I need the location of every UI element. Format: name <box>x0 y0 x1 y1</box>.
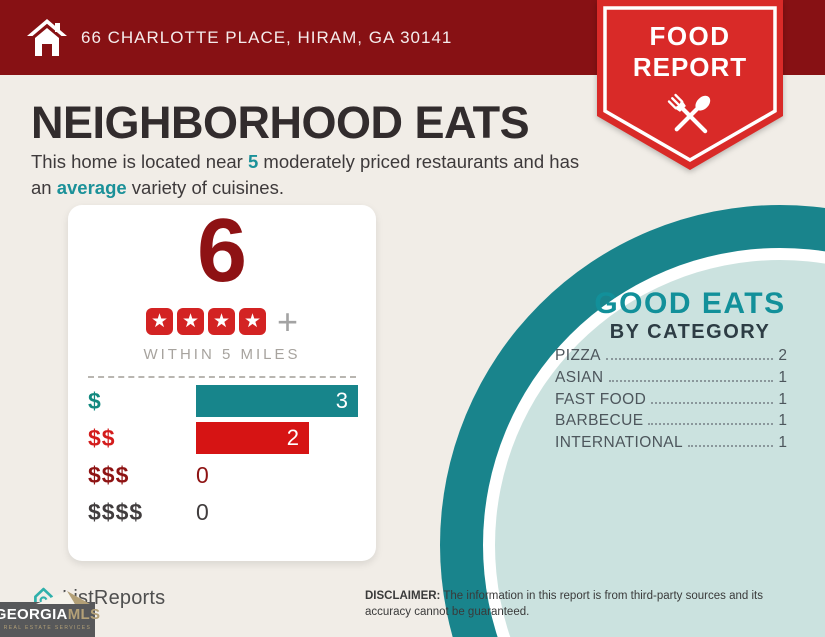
star-icon: ★ <box>176 308 204 335</box>
property-address: 66 CHARLOTTE PLACE, HIRAM, GA 30141 <box>81 27 453 47</box>
price-row-2: $$ 2 <box>88 420 361 457</box>
dotted-leader <box>608 379 774 382</box>
mls-tagline: REAL ESTATE SERVICES <box>3 625 92 631</box>
price-tier-label: $$ <box>88 424 116 451</box>
bar-value: 2 <box>286 425 299 450</box>
price-bar: 2 <box>196 422 309 454</box>
price-tier-chart: $ 3 $$ 2 $$$ 0 $$$$ 0 <box>68 383 376 531</box>
price-bar: 3 <box>196 385 358 417</box>
subtitle-suffix: variety of cuisines. <box>126 176 284 198</box>
disclaimer-label: DISCLAIMER: <box>365 590 441 602</box>
category-count: 2 <box>778 347 787 364</box>
dotted-leader <box>688 445 774 448</box>
categories-subtitle: BY CATEGORY <box>609 321 771 343</box>
ribbon-label-food: FOOD <box>649 21 731 51</box>
disclaimer-text: The information in this report is from t… <box>365 590 763 618</box>
dashed-divider <box>88 375 356 378</box>
total-restaurants: 6 <box>196 201 248 301</box>
price-row-3: $$$ 0 <box>88 457 361 494</box>
category-label: INTERNATIONAL <box>555 434 684 452</box>
star-icon: ★ <box>207 308 235 335</box>
price-tier-label: $ <box>88 387 102 414</box>
star-icon: ★ <box>145 308 173 335</box>
star-icon: ★ <box>238 308 266 335</box>
radius-caption: WITHIN 5 MILES <box>143 345 301 363</box>
page-title: NEIGHBORHOOD EATS <box>31 97 530 148</box>
price-tier-label: $$$ <box>88 461 130 488</box>
subtitle-prefix: This home is located near <box>31 151 248 172</box>
mls-roof-icon <box>36 591 90 604</box>
bar-value: 0 <box>196 461 209 488</box>
price-row-1: $ 3 <box>88 383 361 420</box>
category-row: BARBECUE 1 <box>555 412 787 434</box>
fork-spoon-icon <box>667 93 711 134</box>
mls-wordmark: GEORGIAMLS <box>0 607 100 622</box>
price-tier-label: $$$$ <box>88 498 144 525</box>
dotted-leader <box>648 423 774 426</box>
category-label: ASIAN <box>555 368 604 386</box>
dotted-leader <box>605 358 774 360</box>
subtitle-middle: moderately priced restaurants and has an <box>31 151 580 198</box>
restaurant-count: 5 <box>247 151 259 172</box>
category-row: FAST FOOD 1 <box>555 391 787 413</box>
category-row: INTERNATIONAL 1 <box>555 434 787 456</box>
house-icon <box>27 18 67 56</box>
ribbon-shape <box>597 0 783 170</box>
disclaimer: DISCLAIMER: The information in this repo… <box>365 589 795 620</box>
category-count: 1 <box>778 412 787 430</box>
page-subtitle: This home is located near 5 moderately p… <box>31 149 583 200</box>
category-count: 1 <box>778 368 787 386</box>
mls-word-georgia: GEORGIA <box>0 606 68 623</box>
category-count: 1 <box>778 390 787 408</box>
ribbon-label-report: REPORT <box>632 52 748 82</box>
mls-word-mls: MLS <box>67 606 101 623</box>
rating-stars: ★ ★ ★ ★ + <box>68 300 376 342</box>
price-row-4: $$$$ 0 <box>88 494 361 531</box>
bar-value: 0 <box>196 498 209 525</box>
categories-title: GOOD EATS <box>594 287 786 320</box>
variety-highlight: average <box>56 176 127 198</box>
plus-icon: + <box>276 300 299 342</box>
food-report-ribbon: FOOD REPORT <box>597 0 783 172</box>
category-count: 1 <box>778 434 787 452</box>
category-list: PIZZA 2 ASIAN 1 FAST FOOD 1 BARBECUE 1 I… <box>555 347 787 456</box>
category-label: FAST FOOD <box>555 390 647 408</box>
category-row: PIZZA 2 <box>555 347 787 369</box>
category-label: BARBECUE <box>555 412 644 430</box>
dotted-leader <box>651 401 774 404</box>
georgia-mls-logo: GEORGIAMLS REAL ESTATE SERVICES <box>0 591 100 637</box>
category-label: PIZZA <box>555 347 601 364</box>
summary-card: 6 ★ ★ ★ ★ + WITHIN 5 MILES $ 3 $$ 2 <box>68 205 376 561</box>
bar-value: 3 <box>335 388 348 413</box>
category-row: ASIAN 1 <box>555 369 787 391</box>
